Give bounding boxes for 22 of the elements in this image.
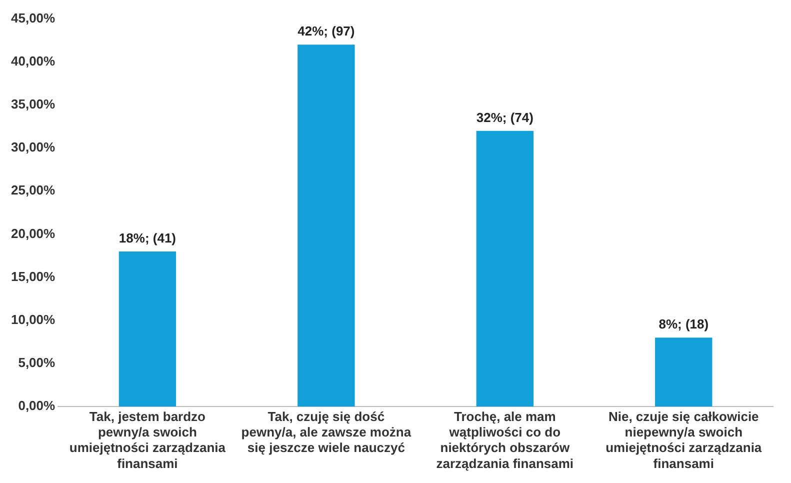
- y-tick-label: 45,00%: [10, 10, 56, 26]
- x-tick-label: Nie, czuje się całkowicie niepewny/a swoich umiejętności zarządzania finansami: [606, 408, 762, 471]
- y-tick-label: 30,00%: [10, 140, 56, 155]
- y-tick-label: 5,00%: [18, 355, 56, 370]
- y-tick-label: 10,00%: [10, 312, 56, 327]
- bar: [298, 44, 355, 407]
- x-tick-label: Trochę, ale mam wątpliwości co do niektórych obszarów zarządzania finansami: [436, 408, 574, 471]
- y-tick-label: 20,00%: [10, 226, 56, 241]
- y-tick-label: 25,00%: [10, 182, 56, 198]
- bar: [118, 251, 176, 407]
- bar: [655, 338, 712, 407]
- y-tick-label: 15,00%: [10, 268, 56, 284]
- y-tick-label: 0,00%: [18, 398, 56, 414]
- data-label: 32%; (74): [476, 110, 534, 125]
- x-tick-label: Tak, jestem bardzo pewny/a swoich umiejętności zarządzania finansami: [69, 408, 226, 471]
- data-label: 8%; (18): [658, 316, 709, 332]
- x-tick-label: Tak, czuję się dość pewny/a, ale zawsze można się jeszcze wiele nauczyć: [241, 408, 412, 456]
- bar: [476, 130, 534, 407]
- data-label: 18%; (41): [118, 230, 176, 246]
- data-label: 42%; (97): [298, 24, 355, 39]
- y-tick-label: 40,00%: [10, 53, 56, 68]
- y-tick-label: 35,00%: [10, 96, 56, 112]
